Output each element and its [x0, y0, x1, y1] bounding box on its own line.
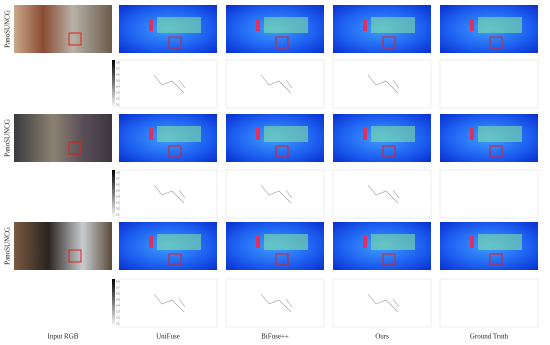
highlight-box [68, 32, 82, 46]
colorbar-tick: 0.8 [116, 171, 120, 175]
highlight-box [382, 145, 396, 158]
highlight-box [68, 141, 82, 155]
colorbar-tick: 0.2 [116, 207, 120, 211]
colorbar-tick: 0.3 [116, 310, 120, 314]
depth-detail [478, 17, 522, 33]
error-detail [153, 184, 186, 204]
colorbar-tick: 0.3 [116, 91, 120, 95]
highlight-box [382, 253, 396, 266]
colorbar-tick: 0.1 [116, 322, 120, 326]
depth-detail [470, 236, 474, 248]
depth-detail [371, 17, 415, 33]
depth-detail [149, 128, 153, 140]
colorbar-tick: 0.5 [116, 189, 120, 193]
colorbar-tick: 0.6 [116, 183, 120, 187]
depth-detail [363, 128, 367, 140]
highlight-box [68, 249, 82, 263]
depth-detail [149, 236, 153, 248]
colorbar-tick: 0.7 [116, 177, 120, 181]
highlight-box [489, 145, 503, 158]
depth-detail [371, 234, 415, 250]
input-rgb-image [14, 5, 112, 53]
colorbar-tick: 0.2 [116, 97, 120, 101]
error-detail [260, 74, 293, 94]
input-rgb-image [14, 222, 112, 270]
column-label: Input RGB [48, 333, 79, 341]
error-map [439, 59, 539, 109]
depth-detail [256, 19, 260, 31]
colorbar-tick: 0.8 [116, 280, 120, 284]
error-detail [260, 293, 293, 313]
highlight-box [168, 145, 182, 158]
error-map [439, 169, 539, 219]
colorbar-tick: 0.1 [116, 213, 120, 217]
depth-detail [470, 128, 474, 140]
colorbar-tick: 0.4 [116, 195, 120, 199]
error-map [225, 169, 325, 219]
error-map [332, 278, 432, 328]
depth-detail [363, 19, 367, 31]
row-label: PanoSUNCG [4, 119, 12, 157]
colorbar-tick: 0.5 [116, 298, 120, 302]
highlight-box [489, 253, 503, 266]
depth-detail [157, 17, 201, 33]
column-label: BiFuse++ [261, 333, 289, 341]
highlight-box [275, 36, 289, 49]
row-label: PanoSUNCG [4, 227, 12, 265]
colorbar-tick: 0.7 [116, 286, 120, 290]
error-detail [367, 293, 400, 313]
error-map [225, 278, 325, 328]
input-rgb-image [14, 114, 112, 162]
depth-detail [157, 126, 201, 142]
depth-detail [264, 126, 308, 142]
depth-detail [256, 236, 260, 248]
highlight-box [168, 36, 182, 49]
colorbar [112, 60, 115, 108]
error-detail [367, 184, 400, 204]
highlight-box [275, 145, 289, 158]
highlight-box [382, 36, 396, 49]
error-map [118, 59, 218, 109]
error-map [225, 59, 325, 109]
error-map [118, 169, 218, 219]
error-detail [260, 184, 293, 204]
depth-detail [264, 17, 308, 33]
colorbar-tick: 0.6 [116, 292, 120, 296]
highlight-box [489, 36, 503, 49]
error-map [332, 169, 432, 219]
colorbar-tick: 0.7 [116, 67, 120, 71]
depth-detail [478, 126, 522, 142]
error-detail [153, 293, 186, 313]
column-label: Ours [375, 333, 389, 341]
row-label: PanoSUNCG [4, 10, 12, 48]
colorbar-tick: 0.6 [116, 73, 120, 77]
depth-detail [363, 236, 367, 248]
highlight-box [168, 253, 182, 266]
depth-detail [157, 234, 201, 250]
depth-detail [264, 234, 308, 250]
error-detail [367, 74, 400, 94]
colorbar-tick: 0.5 [116, 79, 120, 83]
colorbar-tick: 0.8 [116, 61, 120, 65]
column-label: Ground Truth [470, 333, 509, 341]
depth-detail [470, 19, 474, 31]
error-detail [153, 74, 186, 94]
highlight-box [275, 253, 289, 266]
colorbar-tick: 0.1 [116, 103, 120, 107]
colorbar-tick: 0.4 [116, 304, 120, 308]
colorbar [112, 170, 115, 218]
depth-detail [478, 234, 522, 250]
error-map [439, 278, 539, 328]
error-map [332, 59, 432, 109]
column-label: UniFuse [156, 333, 180, 341]
colorbar [112, 279, 115, 327]
depth-detail [256, 128, 260, 140]
error-map [118, 278, 218, 328]
depth-detail [371, 126, 415, 142]
colorbar-tick: 0.2 [116, 316, 120, 320]
colorbar-tick: 0.3 [116, 201, 120, 205]
colorbar-tick: 0.4 [116, 85, 120, 89]
depth-detail [149, 19, 153, 31]
